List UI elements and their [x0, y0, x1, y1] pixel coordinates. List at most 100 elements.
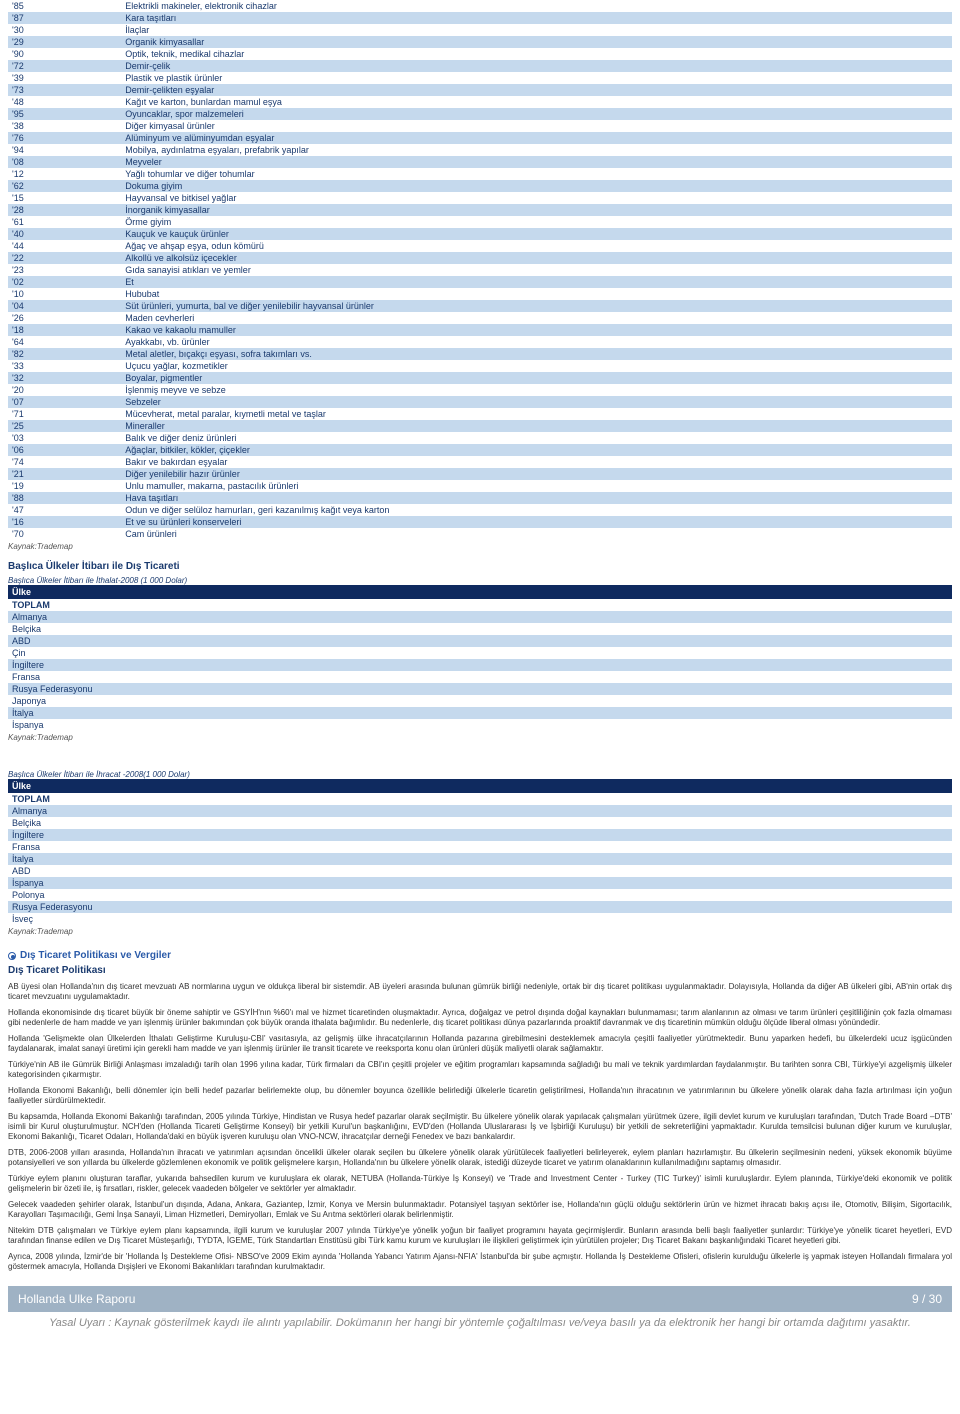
policy-heading-text: Dış Ticaret Politikası ve Vergiler [20, 950, 171, 961]
country-name: Japonya [8, 695, 895, 707]
product-desc: Ağaç ve ahşap eşya, odun kömürü [121, 240, 952, 252]
table-row: Fransa [8, 841, 952, 853]
table-row: '02Et [8, 276, 952, 288]
product-desc: Yağlı tohumlar ve diğer tohumlar [121, 168, 952, 180]
country-name: TOPLAM [8, 599, 895, 611]
table-row: '20İşlenmiş meyve ve sebze [8, 384, 952, 396]
product-desc: Cam ürünleri [121, 528, 952, 540]
product-code: '61 [8, 216, 121, 228]
country-name: Fransa [8, 671, 895, 683]
country-value [895, 695, 952, 707]
product-code: '03 [8, 432, 121, 444]
table-row: '64Ayakkabı, vb. ürünler [8, 336, 952, 348]
product-desc: Dokuma giyim [121, 180, 952, 192]
product-code: '18 [8, 324, 121, 336]
country-value [895, 829, 952, 841]
product-code: '70 [8, 528, 121, 540]
table-row: ABD [8, 865, 952, 877]
table-row: TOPLAM [8, 599, 952, 611]
table-row: '23Gıda sanayisi atıkları ve yemler [8, 264, 952, 276]
table-row: '95Oyuncaklar, spor malzemeleri [8, 108, 952, 120]
table-row: '33Uçucu yağlar, kozmetikler [8, 360, 952, 372]
footer-title: Hollanda Ulke Raporu [18, 1292, 135, 1306]
product-code: '02 [8, 276, 121, 288]
product-code: '95 [8, 108, 121, 120]
table-row: Almanya [8, 805, 952, 817]
table-row: '47Odun ve diğer selüloz hamurları, geri… [8, 504, 952, 516]
exports-caption: Başlıca Ülkeler İtibarı ile İhracat -200… [8, 770, 952, 779]
table-row: ABD [8, 635, 952, 647]
product-code: '23 [8, 264, 121, 276]
product-desc[interactable]: Demir-çelik [121, 60, 952, 72]
product-code: '40 [8, 228, 121, 240]
table-row: İtalya [8, 853, 952, 865]
product-desc: Sebzeler [121, 396, 952, 408]
product-desc: Meyveler [121, 156, 952, 168]
policy-paragraph: Nitekim DTB çalışmaları ve Türkiye eylem… [8, 1226, 952, 1246]
product-code: '07 [8, 396, 121, 408]
country-name: Belçika [8, 623, 895, 635]
product-desc[interactable]: Diğer yenilebilir hazır ürünler [121, 468, 952, 480]
country-name: İngiltere [8, 829, 895, 841]
table-row: '19Unlu mamuller, makarna, pastacılık ür… [8, 480, 952, 492]
bullet-icon [8, 952, 16, 960]
country-value [895, 599, 952, 611]
table-row: '94Mobilya, aydınlatma eşyaları, prefabr… [8, 144, 952, 156]
product-desc: Oyuncaklar, spor malzemeleri [121, 108, 952, 120]
product-desc: Elektrikli makineler, elektronik cihazla… [121, 0, 952, 12]
country-value [895, 877, 952, 889]
product-code: '06 [8, 444, 121, 456]
product-desc[interactable]: Kara taşıtları [121, 12, 952, 24]
product-desc: Plastik ve plastik ürünler [121, 72, 952, 84]
table-row: '21Diğer yenilebilir hazır ürünler [8, 468, 952, 480]
table-row: İtalya [8, 707, 952, 719]
product-code: '21 [8, 468, 121, 480]
country-value [895, 805, 952, 817]
table-row: İngiltere [8, 829, 952, 841]
policy-paragraph: AB üyesi olan Hollanda'nın dış ticaret m… [8, 982, 952, 1002]
product-desc: Uçucu yağlar, kozmetikler [121, 360, 952, 372]
footer-page: 9 / 30 [912, 1292, 942, 1306]
table-row: '12Yağlı tohumlar ve diğer tohumlar [8, 168, 952, 180]
products-table: '85Elektrikli makineler, elektronik ciha… [8, 0, 952, 540]
country-value [895, 719, 952, 731]
product-desc: İlaçlar [121, 24, 952, 36]
product-code: '29 [8, 36, 121, 48]
country-name: İtalya [8, 707, 895, 719]
country-value [895, 647, 952, 659]
product-code: '94 [8, 144, 121, 156]
product-code: '87 [8, 12, 121, 24]
imports-header-empty [895, 585, 952, 599]
product-desc: Alüminyum ve alüminyumdan eşyalar [121, 132, 952, 144]
product-desc: Ayakkabı, vb. ürünler [121, 336, 952, 348]
product-desc: Hayvansal ve bitkisel yağlar [121, 192, 952, 204]
product-code: '85 [8, 0, 121, 12]
product-desc[interactable]: Organik kimyasallar [121, 36, 952, 48]
policy-paragraph: Hollanda 'Gelişmekte olan Ülkelerden İth… [8, 1034, 952, 1054]
exports-source: Kaynak:Trademap [8, 927, 952, 936]
product-code: '26 [8, 312, 121, 324]
table-row: Almanya [8, 611, 952, 623]
country-value [895, 853, 952, 865]
imports-table: Ülke TOPLAMAlmanyaBelçikaABDÇinİngiltere… [8, 585, 952, 731]
product-code: '19 [8, 480, 121, 492]
table-row: TOPLAM [8, 793, 952, 805]
table-row: '06Ağaçlar, bitkiler, kökler, çiçekler [8, 444, 952, 456]
table-row: '04Süt ürünleri, yumurta, bal ve diğer y… [8, 300, 952, 312]
product-desc: Kağıt ve karton, bunlardan mamul eşya [121, 96, 952, 108]
policy-paragraph: Bu kapsamda, Hollanda Ekonomi Bakanlığı … [8, 1112, 952, 1142]
policy-paragraph: Hollanda Ekonomi Bakanlığı, belli döneml… [8, 1086, 952, 1106]
policy-heading: Dış Ticaret Politikası ve Vergiler [8, 950, 952, 961]
country-name: İsveç [8, 913, 895, 925]
product-desc: Optik, teknik, medikal cihazlar [121, 48, 952, 60]
table-row: İspanya [8, 877, 952, 889]
table-row: '48Kağıt ve karton, bunlardan mamul eşya [8, 96, 952, 108]
table-row: Belçika [8, 623, 952, 635]
product-desc: Et [121, 276, 952, 288]
exports-table: Ülke TOPLAMAlmanyaBelçikaİngiltereFransa… [8, 779, 952, 925]
country-value [895, 913, 952, 925]
product-code: '25 [8, 420, 121, 432]
policy-paragraph: DTB, 2006-2008 yılları arasında, Holland… [8, 1148, 952, 1168]
product-code: '62 [8, 180, 121, 192]
table-row: '22Alkollü ve alkolsüz içecekler [8, 252, 952, 264]
